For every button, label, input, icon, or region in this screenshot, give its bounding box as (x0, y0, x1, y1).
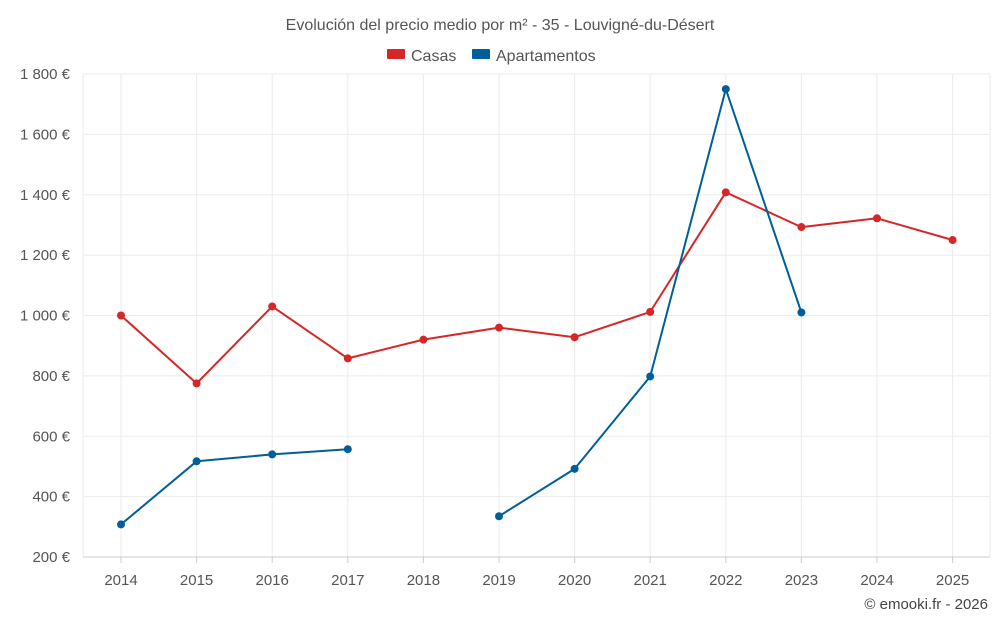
y-tick-label: 400 € (32, 489, 70, 506)
series-line-apartamentos (120, 448, 348, 526)
credit-text: © emooki.fr - 2026 (864, 596, 988, 613)
y-tick-label: 1 600 € (20, 126, 71, 143)
x-tick-label: 2024 (860, 572, 893, 589)
data-point-casas[interactable] (721, 188, 730, 197)
grid (82, 73, 991, 558)
data-point-casas[interactable] (797, 223, 806, 232)
y-tick-label: 600 € (32, 428, 70, 445)
data-point-apartamentos[interactable] (570, 464, 579, 473)
y-tick-label: 1 000 € (20, 308, 71, 325)
data-point-casas[interactable] (495, 323, 503, 332)
y-axis: 200 € 400 € 600 € 800 € 1 000 € 1 200 € 1 400 … (20, 66, 71, 566)
data-point-apartamentos[interactable] (343, 445, 352, 454)
data-point-apartamentos[interactable] (797, 308, 806, 317)
series-line-casas (120, 191, 953, 385)
data-point-apartamentos[interactable] (117, 520, 125, 529)
x-tick-label: 2023 (785, 572, 818, 589)
legend-label-apartamentos[interactable]: Apartamentos (496, 48, 596, 65)
x-tick-label: 2018 (407, 572, 440, 589)
x-tick-label: 2021 (634, 572, 667, 589)
data-point-casas[interactable] (117, 311, 125, 320)
legend-swatch-casas (387, 49, 405, 59)
data-point-apartamentos[interactable] (646, 372, 655, 381)
y-tick-label: 800 € (32, 368, 70, 385)
data-point-casas[interactable] (192, 379, 201, 388)
data-point-casas[interactable] (419, 335, 428, 344)
series-layer (117, 85, 957, 529)
x-tick-label: 2017 (331, 572, 364, 589)
x-tick-label: 2014 (104, 572, 137, 589)
data-point-apartamentos[interactable] (721, 85, 730, 94)
y-tick-label: 1 200 € (20, 247, 71, 264)
x-tick-label: 2020 (558, 572, 591, 589)
data-point-casas[interactable] (343, 354, 352, 363)
data-point-casas[interactable] (570, 333, 579, 342)
legend-label-casas[interactable]: Casas (411, 48, 456, 65)
y-tick-label: 1 800 € (20, 66, 71, 83)
data-point-apartamentos[interactable] (495, 512, 503, 521)
legend: Casas Apartamentos (387, 48, 596, 65)
legend-swatch-apartamentos (472, 49, 490, 59)
x-tick-label: 2015 (180, 572, 213, 589)
x-tick-label: 2019 (482, 572, 515, 589)
chart-title: Evolución del precio medio por m² - 35 -… (286, 17, 715, 34)
y-tick-label: 200 € (32, 549, 70, 566)
data-point-casas[interactable] (873, 214, 881, 223)
y-tick-label: 1 400 € (20, 187, 71, 204)
x-tick-label: 2022 (709, 572, 742, 589)
data-point-casas[interactable] (268, 302, 277, 311)
data-point-apartamentos[interactable] (268, 450, 277, 459)
x-tick-label: 2025 (936, 572, 969, 589)
x-tick-label: 2016 (256, 572, 289, 589)
data-point-casas[interactable] (948, 236, 957, 245)
data-point-casas[interactable] (646, 307, 655, 316)
x-axis: 2014 2015 2016 2017 2018 2019 2020 2021 2022 2023… (83, 556, 990, 589)
data-point-apartamentos[interactable] (192, 457, 201, 466)
